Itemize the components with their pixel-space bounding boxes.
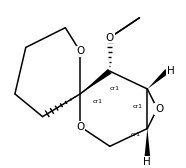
Text: H: H <box>143 157 151 167</box>
Text: O: O <box>155 104 163 114</box>
Text: O: O <box>76 121 84 132</box>
Text: cr1: cr1 <box>131 132 140 137</box>
Text: cr1: cr1 <box>93 99 103 104</box>
Text: cr1: cr1 <box>132 104 142 109</box>
Polygon shape <box>80 69 112 94</box>
Text: cr1: cr1 <box>110 87 120 91</box>
Polygon shape <box>144 129 150 158</box>
Text: O: O <box>106 33 114 43</box>
Polygon shape <box>147 69 169 89</box>
Text: O: O <box>76 46 84 56</box>
Text: H: H <box>167 66 175 76</box>
